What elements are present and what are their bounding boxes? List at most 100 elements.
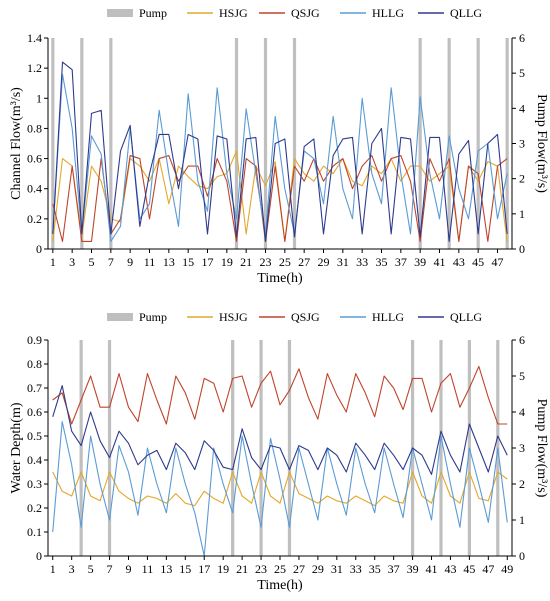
chart-1-legend-item-qsjg: QSJG [259, 310, 320, 324]
chart-1-legend-label-qllg: QLLG [450, 310, 482, 324]
chart-1-y2tick-label-4: 4 [519, 405, 525, 419]
chart-1-series-qllg [52, 385, 508, 475]
chart-0-legend-label-hsjg: HSJG [219, 6, 248, 20]
chart-1-xtick-label-22: 45 [463, 562, 475, 576]
chart-0-legend-item-qsjg: QSJG [259, 6, 320, 20]
chart-0-pump-bar-3 [234, 38, 239, 249]
chart-1-y-axis-title: Water Depth(m) [9, 402, 24, 493]
chart-0-ytick-label-4: 0.8 [27, 121, 42, 135]
chart-0-y2tick-label-0: 0 [519, 242, 525, 256]
chart-0-ytick-label-6: 1.2 [27, 61, 42, 75]
chart-1-xtick-label-15: 31 [331, 562, 343, 576]
chart-0-y2tick-label-1: 1 [519, 207, 525, 221]
chart-1-xtick-label-2: 5 [88, 562, 94, 576]
chart-1-series-hsjg [52, 471, 508, 507]
chart-1-y2tick-label-5: 5 [519, 369, 525, 383]
chart-1-xtick-label-11: 23 [255, 562, 267, 576]
chart-1-legend-swatch-pump [107, 313, 133, 321]
chart-1-ytick-label-6: 0.6 [27, 405, 42, 419]
chart-1-xtick-label-7: 15 [179, 562, 191, 576]
chart-1-ytick-label-5: 0.5 [27, 429, 42, 443]
chart-1-pump-bar-2 [231, 340, 235, 556]
chart-1-xtick-label-12: 25 [274, 562, 286, 576]
chart-1-legend-item-pump: Pump [107, 310, 167, 324]
chart-1-xtick-label-19: 39 [407, 562, 419, 576]
chart-0-series-hsjg [52, 150, 508, 243]
chart-1-y2tick-label-0: 0 [519, 549, 525, 563]
chart-0-pump-bar-0 [51, 38, 55, 249]
chart-1-xtick-label-20: 41 [426, 562, 438, 576]
chart-0-y2-axis-title: Pump Flow(m³/s) [534, 94, 549, 193]
chart-0-ytick-label-1: 0.2 [27, 212, 42, 226]
chart-0-xtick-label-22: 45 [472, 255, 484, 269]
chart-0-series-hllg [52, 73, 508, 243]
chart-0-y2tick-label-2: 2 [519, 172, 525, 186]
chart-0-xtick-label-6: 13 [163, 255, 175, 269]
chart-0-ytick-label-7: 1.4 [27, 31, 42, 45]
chart-0-ytick-label-0: 0 [36, 242, 42, 256]
chart-1-legend-item-qllg: QLLG [418, 310, 482, 324]
chart-1-xtick-label-3: 7 [107, 562, 113, 576]
chart-1-legend-label-pump: Pump [139, 310, 167, 324]
chart-0-ytick-label-5: 1 [36, 91, 42, 105]
chart-0-pump-bar-9 [505, 38, 509, 249]
chart-0-xtick-label-1: 3 [69, 255, 75, 269]
chart-1-xtick-label-21: 43 [444, 562, 456, 576]
chart-0-legend-label-hllg: HLLG [372, 6, 404, 20]
chart-1-y2tick-label-2: 2 [519, 477, 525, 491]
chart-1-ytick-label-0: 0 [36, 549, 42, 563]
chart-1-pump-bar-6 [439, 340, 443, 556]
chart-1-pump-bar-3 [259, 340, 263, 556]
chart-0-ytick-label-2: 0.4 [27, 182, 42, 196]
chart-1-ytick-label-3: 0.3 [27, 477, 42, 491]
chart-0-xtick-label-4: 9 [127, 255, 133, 269]
chart-1-xtick-label-24: 49 [501, 562, 513, 576]
chart-1-y2tick-label-6: 6 [519, 333, 525, 347]
chart-1-xtick-label-23: 47 [482, 562, 494, 576]
chart-0-pump-bar-2 [109, 38, 113, 249]
chart-0-pump-bar-1 [80, 38, 84, 249]
chart-0-y2tick-label-5: 5 [519, 66, 525, 80]
chart-0-xtick-label-2: 5 [89, 255, 95, 269]
chart-0-x-axis-title: Time(h) [257, 271, 303, 286]
chart-1-y2tick-label-1: 1 [519, 513, 525, 527]
chart-0-legend-item-pump: Pump [107, 6, 167, 20]
chart-0-xtick-label-11: 23 [260, 255, 272, 269]
chart-1-ytick-label-9: 0.9 [27, 333, 42, 347]
chart-0-legend-label-qsjg: QSJG [291, 6, 320, 20]
chart-0-xtick-label-12: 25 [279, 255, 291, 269]
chart-1-xtick-label-4: 9 [125, 562, 131, 576]
chart-0-series-qllg [52, 61, 508, 243]
chart-1-xtick-label-10: 21 [236, 562, 248, 576]
chart-0-xtick-label-23: 47 [492, 255, 504, 269]
chart-0-xtick-label-21: 43 [453, 255, 465, 269]
chart-1-series-qsjg [52, 365, 508, 425]
chart-0-pump-bar-5 [292, 38, 297, 249]
chart-1-legend-item-hllg: HLLG [340, 310, 404, 324]
chart-0-xtick-label-16: 33 [356, 255, 368, 269]
chart-0-y2tick-label-6: 6 [519, 31, 525, 45]
chart-0-xtick-label-19: 39 [414, 255, 426, 269]
chart-0-xtick-label-5: 11 [144, 255, 156, 269]
chart-0-xtick-label-13: 27 [298, 255, 310, 269]
chart-1-y2-axis-title: Pump Flow(m³/s) [534, 399, 549, 498]
chart-1-legend-label-hsjg: HSJG [219, 310, 248, 324]
chart-1-pump-bar-4 [287, 340, 292, 556]
chart-0-pump-bar-4 [263, 38, 268, 249]
chart-0-xtick-label-17: 35 [376, 255, 388, 269]
chart-0-xtick-label-8: 17 [202, 255, 214, 269]
chart-0-pump-bar-8 [476, 38, 480, 249]
chart-0-xtick-label-3: 7 [108, 255, 114, 269]
chart-1-xtick-label-17: 35 [369, 562, 381, 576]
chart-1-ytick-label-1: 0.1 [27, 525, 42, 539]
chart-1-xtick-label-13: 27 [293, 562, 305, 576]
chart-1-xtick-label-18: 37 [388, 562, 400, 576]
chart-0-y-axis-title: Channel Flow(m³/s) [9, 87, 24, 200]
chart-0-legend-swatch-pump [107, 9, 133, 17]
chart-1-x-axis-title: Time(h) [257, 578, 303, 593]
chart-0-xtick-label-15: 31 [337, 255, 349, 269]
chart-0-xtick-label-10: 21 [240, 255, 252, 269]
